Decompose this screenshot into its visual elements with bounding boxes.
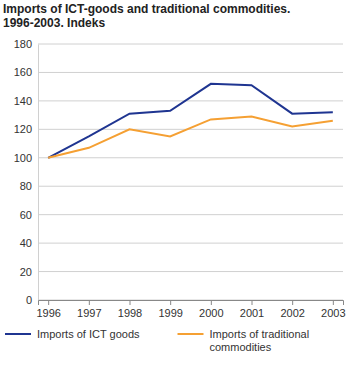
title: Imports of ICT-goods and traditional com… bbox=[3, 2, 290, 30]
series-line bbox=[48, 117, 333, 158]
y-tick: 100 bbox=[14, 152, 38, 164]
x-tick-mark bbox=[252, 300, 253, 305]
y-tick-label: 180 bbox=[14, 38, 32, 50]
legend-label: Imports of ICT goods bbox=[37, 328, 140, 340]
y-tick-label: 0 bbox=[26, 294, 32, 306]
y-tick: 160 bbox=[14, 66, 38, 78]
y-tick: 120 bbox=[14, 123, 38, 135]
x-tick-mark bbox=[130, 300, 131, 305]
grid-line bbox=[38, 72, 343, 73]
y-tick-label: 140 bbox=[14, 95, 32, 107]
x-tick: 2002 bbox=[280, 300, 304, 319]
series-line bbox=[48, 84, 333, 158]
x-tick: 1998 bbox=[118, 300, 142, 319]
x-tick-mark bbox=[211, 300, 212, 305]
x-tick-mark bbox=[89, 300, 90, 305]
legend-label: Imports of traditionalcommodities bbox=[210, 328, 310, 353]
y-tick-label: 100 bbox=[14, 152, 32, 164]
y-axis-line bbox=[38, 45, 39, 301]
y-tick: 40 bbox=[20, 237, 38, 249]
x-axis: 1996 1997 1998 1999 2000 2001 2002 2003 bbox=[36, 300, 345, 319]
legend: Imports of ICT goods Imports of tradition… bbox=[5, 328, 309, 353]
y-tick: 0 bbox=[26, 294, 38, 306]
y-tick-label: 40 bbox=[20, 237, 32, 249]
x-tick-label: 1996 bbox=[36, 307, 60, 319]
y-tick-label: 120 bbox=[14, 123, 32, 135]
y-tick-label: 80 bbox=[20, 180, 32, 192]
chart: Imports of ICT-goods and traditional com… bbox=[0, 0, 355, 366]
x-tick-label: 2001 bbox=[240, 307, 264, 319]
x-tick-label: 1998 bbox=[118, 307, 142, 319]
x-tick-label: 2000 bbox=[199, 307, 223, 319]
x-axis-line bbox=[39, 301, 344, 306]
y-tick: 20 bbox=[20, 266, 38, 278]
x-tick-mark bbox=[292, 300, 293, 305]
x-tick: 2003 bbox=[321, 300, 345, 319]
x-tick-label: 2003 bbox=[321, 307, 345, 319]
y-tick: 80 bbox=[20, 180, 38, 192]
grid-line bbox=[38, 214, 343, 215]
y-tick: 60 bbox=[20, 209, 38, 221]
y-axis: 0 20 40 60 80 100 120 140 160 180 bbox=[14, 38, 39, 306]
grid bbox=[38, 44, 343, 300]
x-tick-mark bbox=[170, 300, 171, 305]
grid-line bbox=[38, 186, 343, 187]
grid-line bbox=[38, 243, 343, 244]
x-tick-label: 1999 bbox=[158, 307, 182, 319]
x-tick-label: 2002 bbox=[280, 307, 304, 319]
grid-line bbox=[38, 157, 343, 158]
legend-swatch bbox=[5, 333, 31, 335]
y-tick: 140 bbox=[14, 95, 38, 107]
legend-swatch bbox=[178, 333, 204, 335]
plot-area bbox=[48, 84, 333, 158]
y-tick-label: 20 bbox=[20, 266, 32, 278]
x-tick-mark bbox=[333, 300, 334, 305]
y-tick-label: 160 bbox=[14, 66, 32, 78]
x-tick: 2000 bbox=[199, 300, 223, 319]
y-tick-label: 60 bbox=[20, 209, 32, 221]
x-tick: 1996 bbox=[36, 300, 60, 319]
x-tick: 1999 bbox=[158, 300, 182, 319]
grid-line bbox=[38, 100, 343, 101]
x-tick: 1997 bbox=[77, 300, 101, 319]
x-tick-mark bbox=[48, 300, 49, 305]
y-tick: 180 bbox=[14, 38, 38, 50]
grid-line bbox=[38, 271, 343, 272]
x-tick-label: 1997 bbox=[77, 307, 101, 319]
x-tick: 2001 bbox=[240, 300, 264, 319]
grid-line bbox=[38, 44, 343, 45]
